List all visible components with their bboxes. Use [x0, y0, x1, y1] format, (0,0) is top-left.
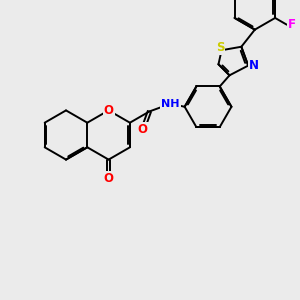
- Text: F: F: [288, 18, 296, 31]
- Text: NH: NH: [161, 99, 180, 109]
- Text: O: O: [103, 104, 114, 117]
- Text: N: N: [249, 59, 259, 72]
- Text: O: O: [138, 123, 148, 136]
- Text: O: O: [103, 172, 114, 185]
- Text: S: S: [216, 41, 224, 54]
